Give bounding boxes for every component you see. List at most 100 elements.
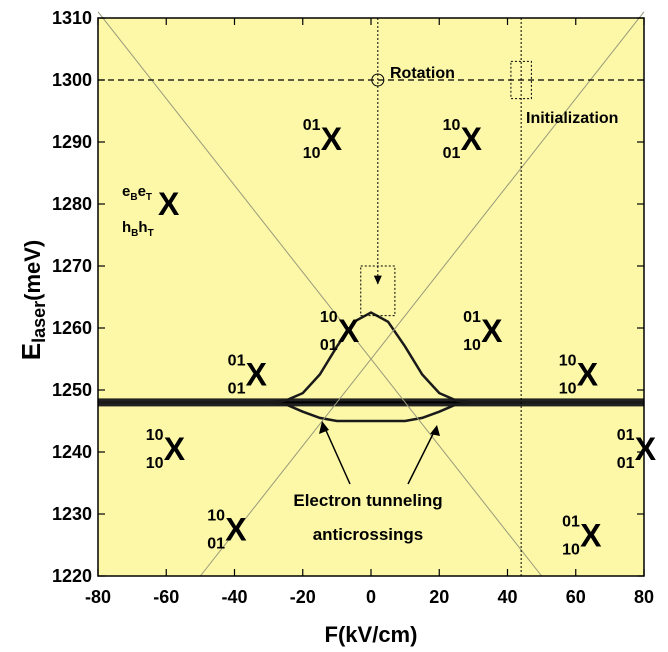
- x-tick-label: -80: [85, 587, 111, 607]
- annotation-tunneling-line2: anticrossings: [313, 525, 424, 544]
- notation-e-t-sub: T: [146, 192, 152, 203]
- svg-text:Elaser(meV): Elaser(meV): [16, 240, 49, 361]
- curves-layer: [97, 11, 645, 577]
- state-bottom-label: 01: [320, 337, 338, 354]
- x-tick-label: 20: [429, 587, 449, 607]
- x-tick-label: -60: [153, 587, 179, 607]
- state-top-label: 10: [207, 507, 225, 524]
- state-symbol: X: [635, 431, 657, 467]
- notation-h-t: h: [138, 219, 147, 236]
- state-top-label: 01: [303, 117, 321, 134]
- state-label: 01 10 X: [463, 309, 503, 354]
- x-tick-label: 80: [634, 587, 654, 607]
- state-symbol: X: [338, 313, 360, 349]
- x-axis-title: F(kV/cm): [325, 622, 418, 647]
- state-symbol: X: [577, 356, 599, 392]
- tunneling-arrow-left: [323, 425, 351, 485]
- state-bottom-label: 01: [443, 145, 461, 162]
- state-symbol: X: [580, 518, 602, 554]
- tunneling-arrows: [319, 421, 440, 485]
- x-tick-label: -20: [290, 587, 316, 607]
- series-upper-branch: [98, 401, 644, 423]
- notation-h-t-sub: T: [148, 228, 154, 239]
- tunneling-box: [360, 265, 396, 317]
- axis-tick-labels: -80 -60 -40 -20 0 20 40 60 80 1220 1230 1240 1250 126…: [52, 8, 654, 607]
- x-tick-label: -40: [221, 587, 247, 607]
- state-top-label: 01: [463, 309, 481, 326]
- rotation-marker: [371, 73, 385, 87]
- state-top-label: 10: [443, 117, 461, 134]
- y-axis-title: Elaser(meV): [16, 240, 49, 361]
- state-top-label: 01: [562, 514, 580, 531]
- notation-e-b: e: [122, 183, 130, 200]
- state-top-label: 10: [320, 309, 338, 326]
- series-diagonal: [97, 11, 543, 577]
- x-tick-label: 60: [566, 587, 586, 607]
- notation-e-t: e: [138, 183, 146, 200]
- tunneling-arrowhead-right: [430, 425, 440, 436]
- state-bottom-label: 01: [228, 380, 246, 397]
- y-tick-label: 1290: [52, 132, 92, 152]
- state-bottom-label: 10: [559, 380, 577, 397]
- svg-text:hBhT: hBhT: [122, 219, 154, 239]
- y-tick-label: 1300: [52, 70, 92, 90]
- state-bottom-label: 01: [617, 455, 635, 472]
- notation-symbol: X: [158, 186, 180, 222]
- series-lower-branch: [98, 311, 644, 404]
- state-bottom-label: 01: [207, 535, 225, 552]
- y-tick-label: 1310: [52, 8, 92, 28]
- state-label: 10 01 X: [207, 507, 247, 552]
- state-label: 01 01 X: [228, 352, 268, 397]
- axis-ticks: [97, 17, 645, 577]
- state-label: 01 10 X: [303, 117, 343, 162]
- x-tick-label: 0: [366, 587, 376, 607]
- state-symbol: X: [246, 356, 268, 392]
- tunneling-arrow-right: [407, 429, 436, 485]
- state-label: 01 01 X: [617, 427, 657, 472]
- svg-text:eBeT: eBeT: [122, 183, 152, 203]
- y-tick-label: 1280: [52, 194, 92, 214]
- y-axis-title-unit: (meV): [20, 240, 45, 301]
- y-tick-label: 1270: [52, 256, 92, 276]
- markers-layer: [98, 18, 644, 576]
- state-label: 10 10 X: [146, 427, 186, 472]
- series-diagonal: [199, 11, 645, 577]
- y-axis-title-sub: laser: [29, 301, 49, 343]
- state-bottom-label: 10: [146, 455, 164, 472]
- state-symbol: X: [481, 313, 503, 349]
- state-bottom-label: 10: [562, 542, 580, 559]
- state-top-label: 01: [617, 427, 635, 444]
- state-bottom-label: 10: [463, 337, 481, 354]
- plot-background: [98, 18, 644, 576]
- notation-h-b-sub: B: [131, 228, 138, 239]
- annotation-rotation: Rotation: [390, 65, 455, 82]
- y-tick-label: 1240: [52, 442, 92, 462]
- annotation-initialization: Initialization: [526, 110, 618, 127]
- notation-e-b-sub: B: [130, 192, 137, 203]
- state-top-label: 01: [228, 352, 246, 369]
- state-top-label: 10: [146, 427, 164, 444]
- rotation-arrowhead: [373, 275, 382, 285]
- y-tick-label: 1230: [52, 504, 92, 524]
- state-symbol: X: [225, 511, 247, 547]
- state-symbol: X: [164, 431, 186, 467]
- y-tick-label: 1220: [52, 566, 92, 586]
- y-tick-label: 1260: [52, 318, 92, 338]
- state-bottom-label: 10: [303, 145, 321, 162]
- state-symbol: X: [461, 121, 483, 157]
- state-label: 10 10 X: [559, 352, 599, 397]
- state-label: 01 10 X: [562, 514, 602, 559]
- notation-legend: eBeT X hBhT: [122, 183, 180, 239]
- state-label: 10 01 X: [443, 117, 483, 162]
- y-tick-label: 1250: [52, 380, 92, 400]
- y-axis-title-main: E: [16, 343, 46, 360]
- state-symbol: X: [321, 121, 343, 157]
- tunneling-arrowhead-left: [319, 421, 329, 434]
- initialization-box: [510, 60, 532, 100]
- x-tick-label: 40: [497, 587, 517, 607]
- annotation-tunneling-line1: Electron tunneling: [293, 491, 442, 510]
- state-top-label: 10: [559, 352, 577, 369]
- state-label: 10 01 X: [320, 309, 360, 354]
